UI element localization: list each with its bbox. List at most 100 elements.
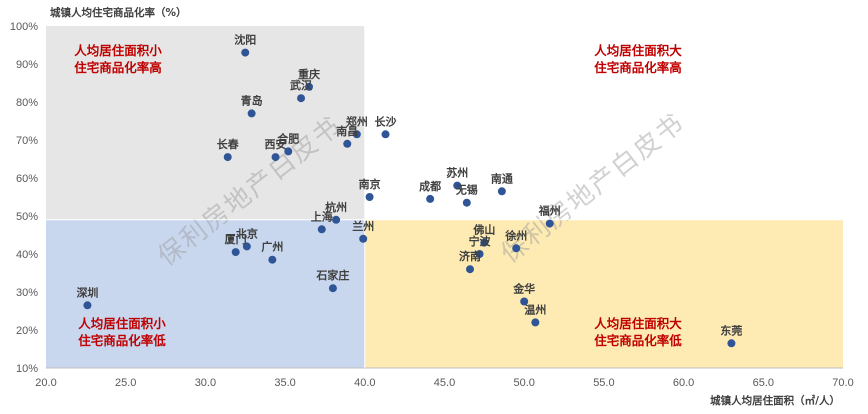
data-label: 南昌 — [336, 124, 358, 138]
data-point — [512, 244, 521, 253]
data-point — [352, 130, 361, 139]
data-label: 无锡 — [455, 183, 478, 197]
reference-lines — [46, 26, 843, 368]
data-label: 南京 — [359, 177, 381, 191]
quadrant-label-bottom-left: 住宅商品化率低 — [78, 333, 166, 348]
data-point — [83, 301, 92, 310]
quadrant-label-top-left: 住宅商品化率高 — [74, 60, 162, 75]
y-tick-label: 20% — [16, 325, 38, 337]
x-tick-label: 35.0 — [274, 377, 295, 389]
quadrant-labels: 人均居住面积小住宅商品化率高人均居住面积大住宅商品化率高人均居住面积小住宅商品化… — [74, 43, 682, 348]
data-label: 厦门 — [225, 232, 247, 246]
data-label: 南通 — [491, 171, 513, 185]
y-axis-title: 城镇人均住宅商品化率（%） — [50, 6, 187, 19]
y-tick-label: 10% — [16, 363, 38, 375]
data-point — [466, 265, 475, 274]
data-point — [332, 215, 341, 224]
data-point — [480, 238, 489, 247]
data-point — [381, 130, 390, 139]
y-tick-label: 40% — [16, 249, 38, 261]
data-point — [531, 318, 540, 327]
data-label: 兰州 — [352, 219, 374, 233]
data-label: 广州 — [261, 240, 283, 254]
axes: 20.0 25.0 30.0 35.0 40.0 45.0 50.0 55.0 60.0 65.0… — [10, 21, 854, 389]
data-label: 青岛 — [241, 93, 263, 107]
data-point — [247, 109, 256, 118]
x-tick-label: 70.0 — [832, 377, 853, 389]
data-label: 沈阳 — [234, 33, 256, 47]
quadrant-backgrounds — [46, 26, 843, 368]
quadrant-label-bottom-right: 住宅商品化率低 — [594, 333, 682, 348]
data-label: 深圳 — [76, 285, 98, 299]
data-label: 杭州 — [325, 200, 347, 214]
data-point — [305, 82, 314, 91]
quadrant-bottom-left-bg — [46, 219, 365, 368]
data-point — [297, 94, 306, 103]
quadrant-label-top-left: 人均居住面积小 — [74, 43, 162, 58]
data-label: 宁波 — [469, 234, 492, 248]
data-label: 佛山 — [472, 223, 495, 237]
x-tick-label: 65.0 — [753, 377, 774, 389]
data-label: 福州 — [538, 204, 561, 218]
data-label: 石家庄 — [315, 268, 349, 282]
data-point — [343, 139, 352, 148]
y-tick-label: 70% — [16, 135, 38, 147]
data-label: 东莞 — [720, 323, 742, 337]
data-point — [241, 48, 250, 57]
data-label: 长春 — [217, 137, 240, 151]
quadrant-label-top-right: 人均居住面积大 — [594, 43, 682, 58]
data-point — [475, 250, 484, 258]
data-label: 长沙 — [375, 114, 397, 128]
data-label: 郑州 — [346, 114, 368, 128]
data-label: 温州 — [524, 302, 546, 316]
data-point — [284, 147, 293, 156]
quadrant-label-bottom-right: 人均居住面积大 — [594, 316, 682, 331]
data-label: 北京 — [236, 226, 258, 240]
data-label: 苏州 — [446, 166, 468, 180]
quadrant-label-bottom-left: 人均居住面积小 — [78, 316, 166, 331]
data-point — [231, 248, 240, 257]
data-point — [271, 153, 280, 162]
data-label: 西安 — [265, 137, 287, 151]
y-tick-label: 50% — [16, 211, 38, 223]
data-label: 上海 — [311, 209, 333, 223]
data-label: 济南 — [459, 249, 481, 263]
data-point — [462, 198, 471, 207]
x-axis-title: 城镇人均居住面积（㎡/人） — [710, 394, 840, 407]
data-label: 重庆 — [298, 67, 320, 81]
data-point — [497, 187, 506, 196]
x-tick-label: 60.0 — [673, 377, 694, 389]
x-tick-label: 50.0 — [513, 377, 534, 389]
quadrant-bottom-right-bg — [364, 219, 843, 368]
data-point — [727, 339, 736, 348]
y-tick-label: 90% — [16, 59, 38, 71]
data-label: 合肥 — [277, 131, 299, 145]
data-point — [365, 193, 374, 201]
data-label: 金华 — [512, 282, 535, 296]
y-tick-label: 80% — [16, 97, 38, 109]
y-tick-label: 100% — [10, 21, 38, 33]
data-point — [520, 297, 529, 306]
data-point — [328, 284, 337, 293]
data-point — [359, 234, 368, 243]
data-point — [223, 153, 232, 162]
x-tick-label: 20.0 — [35, 377, 56, 389]
x-tick-label: 40.0 — [354, 377, 375, 389]
data-point — [426, 194, 435, 203]
data-label: 武汉 — [290, 78, 313, 92]
quadrant-label-top-right: 住宅商品化率高 — [594, 60, 682, 75]
data-point — [268, 255, 277, 264]
data-point — [317, 225, 326, 234]
y-tick-label: 30% — [16, 287, 38, 299]
data-label: 成都 — [419, 179, 441, 193]
data-point — [242, 242, 251, 251]
x-tick-label: 45.0 — [434, 377, 455, 389]
quadrant-top-left-bg — [46, 26, 365, 220]
data-label: 徐州 — [504, 228, 527, 242]
x-tick-label: 55.0 — [593, 377, 614, 389]
x-tick-label: 30.0 — [195, 377, 216, 389]
data-point — [545, 219, 554, 228]
y-tick-label: 60% — [16, 173, 38, 185]
